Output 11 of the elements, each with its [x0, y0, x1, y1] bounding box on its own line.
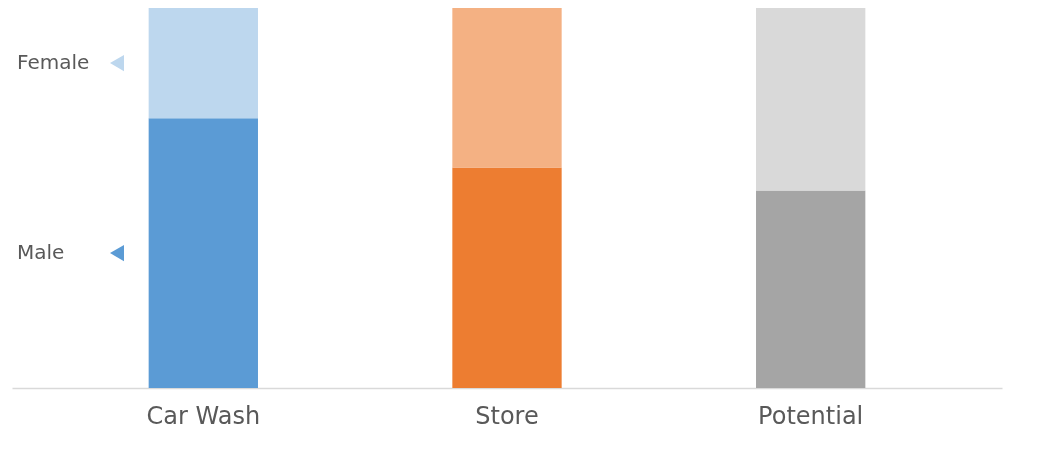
legend-label: Male: [17, 240, 65, 265]
x-tick-label: Store: [475, 401, 539, 430]
bar: [452, 8, 562, 168]
bar: [756, 8, 866, 191]
bar: [756, 190, 866, 388]
x-tick-label: Potential: [758, 401, 864, 430]
bar: [452, 167, 562, 388]
bar: [148, 118, 258, 388]
bar: [148, 8, 258, 119]
x-tick-label: Car Wash: [146, 401, 261, 430]
legend-label: Female: [17, 50, 90, 75]
